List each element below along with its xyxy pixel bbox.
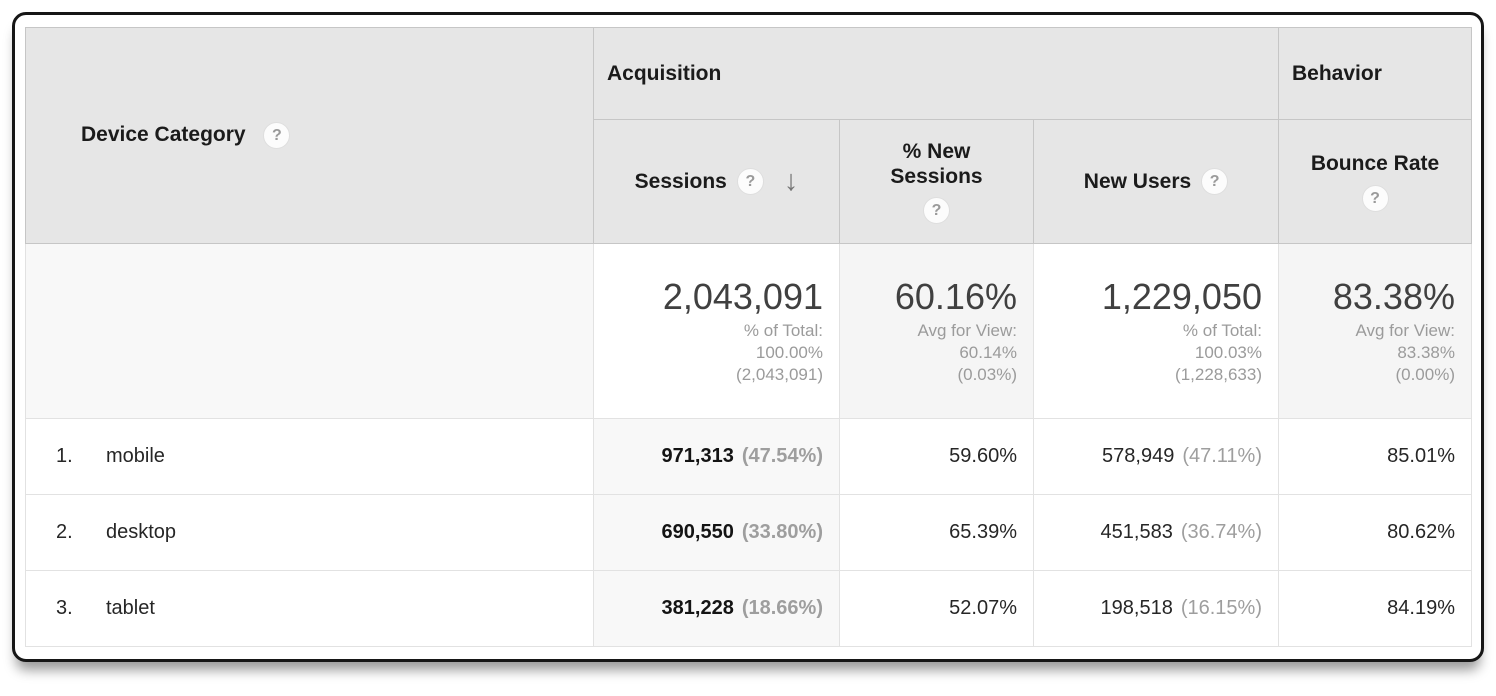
- bounce-rate-value: 84.19%: [1387, 597, 1455, 619]
- bounce-rate-value: 80.62%: [1387, 521, 1455, 543]
- column-header-sessions[interactable]: Sessions ? ↓: [593, 119, 840, 244]
- table-row-tablet: 3. tablet 381,228 (18.66%) 52.07% 198,518 (…: [25, 570, 1472, 647]
- new-users-pct: (47.11%): [1182, 445, 1262, 467]
- new-users-label: New Users: [1083, 169, 1192, 193]
- bounce-rate-cell: 80.62%: [1278, 494, 1472, 571]
- summary-bounce-rate-pct: 83.38%: [1397, 342, 1455, 362]
- pct-new-sessions-cell: 52.07%: [839, 570, 1034, 647]
- summary-row: 2,043,091 % of Total: 100.00% (2,043,091…: [25, 243, 1472, 419]
- bounce-rate-cell: 84.19%: [1278, 570, 1472, 647]
- device-category-label: Device Category: [81, 123, 246, 147]
- sessions-pct: (33.80%): [741, 521, 823, 543]
- bounce-rate-value: 85.01%: [1387, 445, 1455, 467]
- dimension-cell: 1. mobile: [25, 418, 594, 495]
- table-row-mobile: 1. mobile 971,313 (47.54%) 59.60% 578,949 (…: [25, 418, 1472, 495]
- column-header-device-category: Device Category ?: [25, 27, 594, 244]
- pct-new-sessions-label: % New Sessions: [890, 139, 983, 188]
- sessions-value: 971,313: [661, 445, 734, 467]
- bounce-rate-label: Bounce Rate: [1310, 152, 1440, 176]
- summary-pct-new-sessions-abs: (0.03%): [957, 364, 1017, 384]
- summary-sessions-value: 2,043,091: [662, 276, 823, 318]
- device-category-table: Device Category ? Acquisition Behavior S…: [25, 27, 1472, 647]
- summary-pct-new-sessions-pct: 60.14%: [959, 342, 1017, 362]
- device-label: tablet: [106, 597, 155, 619]
- row-rank: 3.: [56, 597, 73, 619]
- summary-bounce-rate-abs: (0.00%): [1395, 364, 1455, 384]
- summary-new-users-caption: % of Total:: [1182, 320, 1262, 340]
- bounce-rate-cell: 85.01%: [1278, 418, 1472, 495]
- summary-pct-new-sessions-cell: 60.16% Avg for View: 60.14% (0.03%): [839, 243, 1034, 419]
- summary-new-users-pct: 100.03%: [1194, 342, 1262, 362]
- summary-sessions-pct: 100.00%: [755, 342, 823, 362]
- row-rank: 1.: [56, 445, 73, 467]
- help-icon[interactable]: ?: [263, 122, 291, 149]
- pct-new-sessions-value: 65.39%: [949, 521, 1017, 543]
- pct-new-sessions-cell: 65.39%: [839, 494, 1034, 571]
- sessions-pct: (47.54%): [741, 445, 823, 467]
- group-header-row: Device Category ? Acquisition Behavior: [25, 27, 1472, 244]
- help-icon[interactable]: ?: [1361, 184, 1389, 212]
- summary-new-users-abs: (1,228,633): [1175, 364, 1262, 384]
- column-header-new-users[interactable]: New Users ?: [1033, 119, 1279, 244]
- new-users-value: 451,583: [1100, 521, 1173, 543]
- column-header-pct-new-sessions[interactable]: % New Sessions ?: [839, 119, 1034, 244]
- new-users-cell: 198,518 (16.15%): [1033, 570, 1279, 647]
- sort-descending-icon[interactable]: ↓: [783, 165, 799, 197]
- sessions-cell: 971,313 (47.54%): [593, 418, 840, 495]
- summary-sessions-caption: % of Total:: [743, 320, 823, 340]
- new-users-cell: 451,583 (36.74%): [1033, 494, 1279, 571]
- new-users-value: 578,949: [1102, 445, 1175, 467]
- group-header-acquisition: Acquisition: [593, 27, 1279, 120]
- row-rank: 2.: [56, 521, 73, 543]
- pct-new-sessions-value: 59.60%: [949, 445, 1017, 467]
- pct-new-sessions-value: 52.07%: [949, 597, 1017, 619]
- summary-new-users-value: 1,229,050: [1101, 276, 1262, 318]
- help-icon[interactable]: ?: [923, 197, 950, 225]
- sessions-value: 690,550: [661, 521, 734, 543]
- screenshot-frame: Device Category ? Acquisition Behavior S…: [12, 12, 1484, 662]
- help-icon[interactable]: ?: [736, 168, 764, 195]
- summary-pct-new-sessions-caption: Avg for View:: [917, 320, 1017, 340]
- column-header-bounce-rate[interactable]: Bounce Rate ?: [1278, 119, 1472, 244]
- summary-pct-new-sessions-value: 60.16%: [894, 276, 1017, 318]
- dimension-cell: 2. desktop: [25, 494, 594, 571]
- sessions-cell: 690,550 (33.80%): [593, 494, 840, 571]
- summary-bounce-rate-caption: Avg for View:: [1355, 320, 1455, 340]
- summary-bounce-rate-value: 83.38%: [1332, 276, 1455, 318]
- group-header-behavior: Behavior: [1278, 27, 1472, 120]
- new-users-pct: (16.15%): [1180, 597, 1262, 619]
- dimension-cell: 3. tablet: [25, 570, 594, 647]
- device-label: desktop: [106, 521, 177, 543]
- sessions-value: 381,228: [661, 597, 734, 619]
- behavior-label: Behavior: [1292, 61, 1382, 85]
- metric-header-row: Sessions ? ↓ % New Sessions ? New Users …: [26, 119, 1472, 244]
- summary-dimension-cell: [25, 243, 594, 419]
- summary-sessions-cell: 2,043,091 % of Total: 100.00% (2,043,091…: [593, 243, 840, 419]
- table-row-desktop: 2. desktop 690,550 (33.80%) 65.39% 451,583…: [25, 494, 1472, 571]
- new-users-cell: 578,949 (47.11%): [1033, 418, 1279, 495]
- sessions-cell: 381,228 (18.66%): [593, 570, 840, 647]
- acquisition-label: Acquisition: [607, 61, 722, 85]
- new-users-pct: (36.74%): [1180, 521, 1262, 543]
- new-users-value: 198,518: [1100, 597, 1173, 619]
- sessions-pct: (18.66%): [741, 597, 823, 619]
- device-label: mobile: [106, 445, 165, 467]
- summary-bounce-rate-cell: 83.38% Avg for View: 83.38% (0.00%): [1278, 243, 1472, 419]
- pct-new-sessions-cell: 59.60%: [839, 418, 1034, 495]
- summary-new-users-cell: 1,229,050 % of Total: 100.03% (1,228,633…: [1033, 243, 1279, 419]
- summary-sessions-abs: (2,043,091): [736, 364, 823, 384]
- sessions-label: Sessions: [634, 169, 727, 193]
- help-icon[interactable]: ?: [1201, 168, 1229, 195]
